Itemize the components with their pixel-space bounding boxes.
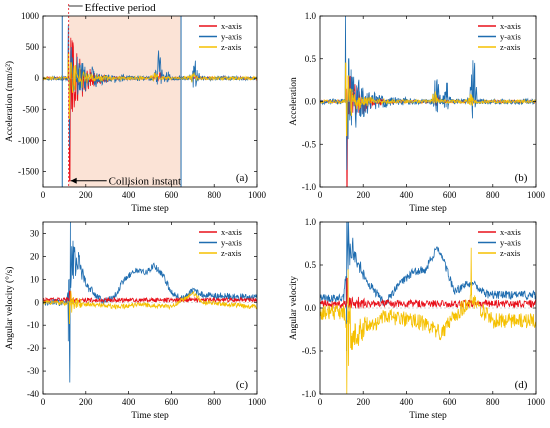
legend-label-x-axis: x-axis — [221, 21, 242, 31]
collision-instant-label: Collision instant — [109, 175, 181, 187]
y-tick-label: -10 — [27, 320, 39, 330]
legend-label-y-axis: y-axis — [500, 238, 521, 248]
series-line-y-axis — [43, 222, 257, 383]
legend-label-z-axis: z-axis — [500, 42, 520, 52]
x-tick-label: 200 — [356, 190, 370, 200]
y-tick-label: -30 — [27, 366, 39, 376]
y-tick-label: -1500 — [18, 166, 39, 176]
x-tick-label: 800 — [207, 190, 221, 200]
legend-label-z-axis: z-axis — [221, 42, 241, 52]
y-tick-label: 0.0 — [305, 303, 317, 313]
chart-panel: 0 200 400 600 800 1000 30 20 10 0 -10 -20 -30 -40 Time… — [4, 221, 267, 421]
y-axis-label: Angular velocity (°/s) — [4, 267, 15, 350]
x-tick-label: 800 — [486, 190, 500, 200]
y-tick-label: -0.5 — [302, 346, 317, 356]
legend-label-y-axis: y-axis — [221, 32, 242, 42]
x-tick-label: 400 — [400, 397, 414, 407]
x-tick-label: 0 — [318, 190, 323, 200]
x-axis-label: Time step — [131, 411, 169, 421]
y-tick-label: 0 — [35, 297, 40, 307]
legend-label-y-axis: y-axis — [500, 32, 521, 42]
plot-frame — [42, 15, 258, 188]
x-tick-label: 600 — [443, 397, 457, 407]
x-tick-label: 200 — [356, 397, 370, 407]
effective-period-shade — [68, 16, 182, 187]
chart-panel: Effective period Collision instant 0 200 400… — [4, 2, 267, 214]
x-tick-label: 400 — [400, 190, 414, 200]
series-line-z-axis — [320, 62, 536, 137]
x-tick-label: 0 — [318, 397, 323, 407]
panel-label: (c) — [236, 379, 249, 391]
x-axis-label: Time step — [131, 204, 169, 214]
series-line-z-axis — [320, 247, 536, 394]
series-line-y-axis — [320, 222, 536, 352]
series-line-z-axis — [43, 290, 257, 325]
y-tick-label: -0.5 — [302, 139, 317, 149]
y-tick-label: -1000 — [18, 135, 39, 145]
panel-label: (d) — [515, 379, 528, 391]
legend-label-z-axis: z-axis — [221, 248, 241, 258]
legend-label-y-axis: y-axis — [221, 238, 242, 248]
y-tick-label: -40 — [27, 389, 39, 399]
x-tick-label: 200 — [79, 397, 93, 407]
y-tick-label: -500 — [23, 104, 40, 114]
legend-label-x-axis: x-axis — [221, 227, 242, 237]
series-line-z-axis — [43, 52, 257, 119]
x-tick-label: 400 — [122, 397, 136, 407]
y-tick-label: 0.0 — [305, 97, 317, 107]
y-tick-label: 0.5 — [305, 260, 317, 270]
x-tick-label: 200 — [79, 190, 93, 200]
x-tick-label: 1000 — [527, 190, 546, 200]
y-tick-label: 1.0 — [305, 11, 317, 21]
series-line-x-axis — [320, 277, 536, 309]
y-axis-label: Acceleration (mm/s²) — [4, 61, 15, 142]
y-tick-label: -20 — [27, 343, 39, 353]
y-tick-label: 1.0 — [305, 217, 317, 227]
x-tick-label: 0 — [41, 397, 46, 407]
x-tick-label: 600 — [443, 190, 457, 200]
y-tick-label: -1.0 — [302, 182, 317, 192]
x-tick-label: 1000 — [248, 190, 267, 200]
y-tick-label: -1.0 — [302, 389, 317, 399]
x-tick-label: 0 — [41, 190, 46, 200]
chart-panel: 0 200 400 600 800 1000 1.0 0.5 0.0 -0.5 -1.0 Time s… — [289, 11, 546, 214]
collision-arrow-head — [70, 177, 77, 184]
y-axis-label: Angular velocity — [289, 276, 299, 340]
legend-label-z-axis: z-axis — [500, 248, 520, 258]
x-tick-label: 800 — [207, 397, 221, 407]
x-tick-label: 1000 — [527, 397, 546, 407]
y-axis-label: Acceleration — [289, 77, 299, 126]
x-tick-label: 600 — [165, 190, 179, 200]
y-tick-label: 0.5 — [305, 54, 317, 64]
effective-period-label: Effective period — [85, 2, 156, 14]
y-tick-label: 30 — [30, 228, 40, 238]
y-tick-label: 20 — [30, 251, 40, 261]
x-axis-label: Time step — [409, 204, 447, 214]
series-line-y-axis — [43, 25, 257, 147]
y-tick-label: 1000 — [21, 11, 40, 21]
chart-panel: 0 200 400 600 800 1000 1.0 0.5 0.0 -0.5 -1.0 Time s… — [289, 217, 546, 421]
x-tick-label: 800 — [486, 397, 500, 407]
x-axis-label: Time step — [409, 411, 447, 421]
x-tick-label: 400 — [122, 190, 136, 200]
y-tick-label: 500 — [26, 42, 40, 52]
panel-label: (a) — [236, 172, 249, 184]
panel-label: (b) — [515, 172, 528, 184]
x-tick-label: 600 — [165, 397, 179, 407]
x-tick-label: 1000 — [248, 397, 267, 407]
plot-frame — [42, 221, 258, 395]
y-tick-label: 10 — [30, 274, 40, 284]
legend-label-x-axis: x-axis — [500, 21, 521, 31]
y-tick-label: 0 — [35, 73, 40, 83]
legend-label-x-axis: x-axis — [500, 227, 521, 237]
